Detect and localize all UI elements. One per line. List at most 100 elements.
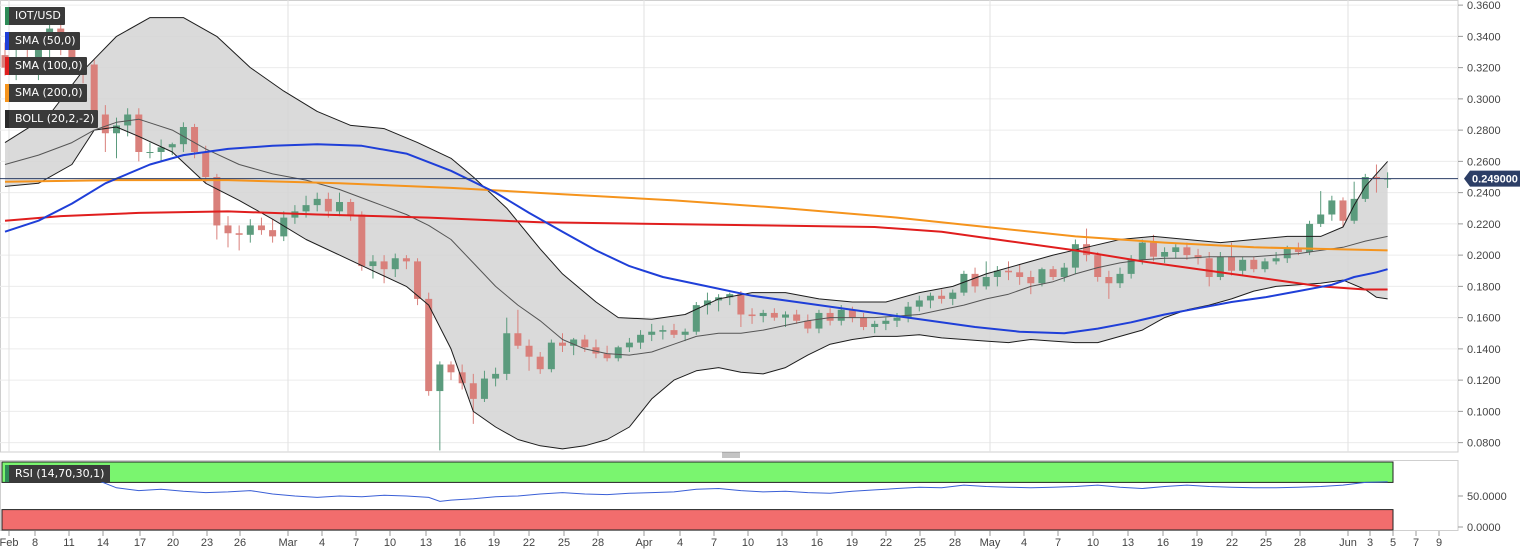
candle-body [1071, 244, 1079, 268]
candle-body [692, 305, 700, 332]
legend-sma200[interactable]: SMA (200,0) [5, 84, 87, 102]
candle-body [1294, 248, 1302, 252]
candle-body [1216, 256, 1224, 277]
candle-body [625, 342, 633, 348]
x-tick-label: 26 [234, 537, 246, 549]
candle-body [525, 345, 533, 357]
candle-body [380, 261, 388, 270]
y-tick-label: 0.2400 [1467, 188, 1501, 200]
y-tick-label: 0.0800 [1467, 438, 1501, 450]
bollinger-mid-line [4, 118, 1388, 356]
x-tick-label: 9 [1436, 537, 1442, 549]
candle-body [603, 353, 611, 359]
candle-body [369, 261, 377, 267]
candle-body [458, 372, 466, 384]
x-tick-label: 10 [742, 537, 754, 549]
candle-body [614, 347, 622, 359]
y-tick-label: 0.3200 [1467, 63, 1501, 75]
candle-body [1339, 200, 1347, 221]
candle-body [893, 317, 901, 321]
y-tick-label: 0.2800 [1467, 125, 1501, 137]
candle-body [1317, 214, 1325, 224]
candle-body [748, 314, 756, 317]
candle-body [1161, 252, 1169, 257]
legend-sma100-label: SMA (100,0) [15, 59, 83, 72]
candle-body [547, 342, 555, 370]
candle-body [882, 320, 890, 324]
x-tick-label: 7 [711, 537, 717, 549]
candle-body [848, 309, 856, 318]
candle-body [592, 347, 600, 354]
legend-sma200-label: SMA (200,0) [15, 86, 83, 99]
candle-body [480, 378, 488, 399]
rsi-oversold-zone [1, 509, 1394, 531]
x-tick-label: 28 [1294, 537, 1306, 549]
candle-body [246, 225, 254, 235]
candle-body [324, 198, 332, 212]
x-tick-label: 25 [1260, 537, 1272, 549]
legend-boll[interactable]: BOLL (20,2,-2) [5, 110, 99, 128]
sma50-swatch [5, 32, 9, 50]
x-tick-label: 28 [592, 537, 604, 549]
candle-body [1306, 223, 1314, 252]
x-tick-label: May [980, 537, 1001, 549]
candle-body [670, 330, 678, 335]
candle-body [157, 147, 165, 152]
candle-body [447, 364, 455, 373]
x-tick-label: 4 [1021, 537, 1027, 549]
candle-body [503, 333, 511, 374]
price-axis: 0.3600 0.3400 0.3200 0.3000 0.2800 0.2600 0.24… [1458, 0, 1501, 450]
y-tick-label: 0.1200 [1467, 375, 1501, 387]
candle-body [202, 152, 210, 177]
candle-body [235, 233, 243, 235]
y-tick-label: 0.3600 [1467, 0, 1501, 12]
rsi-overbought-zone [1, 461, 1394, 483]
candle-body [1194, 255, 1202, 259]
candle-body [191, 127, 199, 152]
rsi-tick-label: 0.0000 [1467, 522, 1501, 534]
candle-body [860, 317, 868, 327]
candle-body [168, 144, 176, 148]
candle-body [993, 270, 1001, 277]
x-tick-label: 13 [1122, 537, 1134, 549]
legend-sma100[interactable]: SMA (100,0) [5, 57, 87, 75]
candle-body [815, 312, 823, 329]
x-tick-label: 13 [420, 537, 432, 549]
candle-body [425, 298, 433, 392]
candle-body [1049, 269, 1057, 277]
candle-body [837, 309, 845, 321]
candle-body [782, 314, 789, 318]
candle-body [1328, 200, 1336, 215]
y-tick-label: 0.2200 [1467, 219, 1501, 231]
candle-body [436, 364, 444, 392]
sma100-line [4, 210, 1388, 291]
x-tick-label: 7 [1413, 537, 1419, 549]
sma100-swatch [5, 57, 9, 75]
candle-body [1138, 242, 1146, 260]
y-tick-label: 0.1600 [1467, 313, 1501, 325]
candle-body [302, 205, 310, 212]
sma200-line [4, 179, 1388, 252]
candle-body [1038, 269, 1046, 284]
x-tick-label: 14 [97, 537, 109, 549]
candle-body [101, 114, 109, 134]
candle-body [703, 300, 711, 306]
sma50-line [4, 143, 1388, 335]
legend-symbol[interactable]: IOT/USD [5, 7, 65, 25]
rsi-line [4, 476, 1388, 502]
bollinger-upper-line [4, 17, 1388, 320]
candle-body [536, 356, 544, 370]
legend-symbol-label: IOT/USD [15, 9, 61, 22]
legend-rsi[interactable]: RSI (14,70,30,1) [5, 465, 111, 482]
panel-divider-handle[interactable] [722, 452, 740, 458]
legend-sma50-label: SMA (50,0) [15, 34, 76, 47]
symbol-swatch [5, 7, 9, 25]
candle-body [1228, 256, 1235, 271]
candle-body [179, 127, 187, 145]
candle-body [90, 64, 98, 115]
legend-sma50[interactable]: SMA (50,0) [5, 32, 80, 50]
current-price-label: 0.249000 [1472, 174, 1518, 186]
candle-body [949, 292, 957, 299]
x-tick-label: 3 [1367, 537, 1373, 549]
candle-body [648, 331, 656, 335]
